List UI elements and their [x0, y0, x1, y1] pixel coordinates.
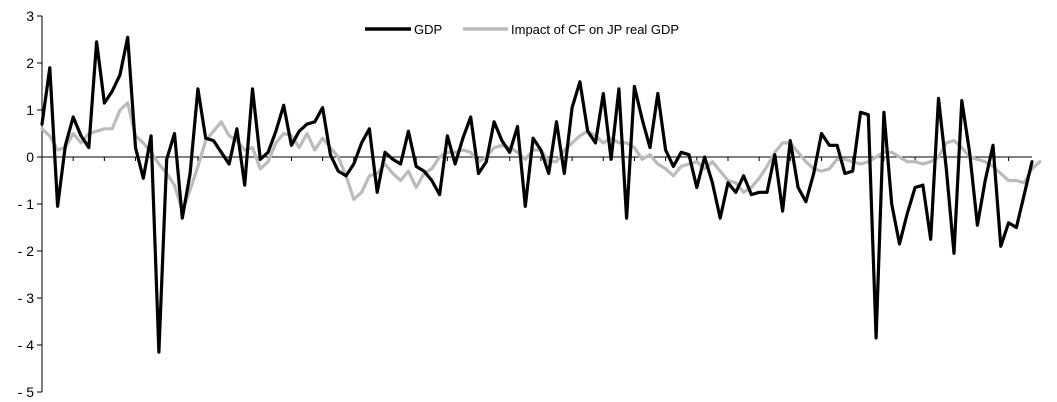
series-layer [40, 35, 1042, 354]
series-line-0 [40, 35, 1034, 354]
y-tick-label: - 2 [18, 243, 35, 259]
y-tick-label: 3 [26, 8, 34, 24]
legend: GDP Impact of CF on JP real GDP [365, 22, 679, 37]
y-tick-label: 1 [26, 102, 34, 118]
y-tick-label: - 5 [18, 384, 35, 400]
y-axis: 3 2 1 0 - 1 - 2 - 3 - 4 - 5 [18, 8, 43, 400]
legend-label-0: GDP [414, 22, 442, 37]
y-tick-label: - 3 [18, 290, 35, 306]
y-tick-label: - 1 [18, 196, 35, 212]
y-tick-label: 0 [26, 149, 34, 165]
y-tick-label: - 4 [18, 337, 35, 353]
y-tick-label: 2 [26, 55, 34, 71]
legend-label-1: Impact of CF on JP real GDP [511, 22, 679, 37]
